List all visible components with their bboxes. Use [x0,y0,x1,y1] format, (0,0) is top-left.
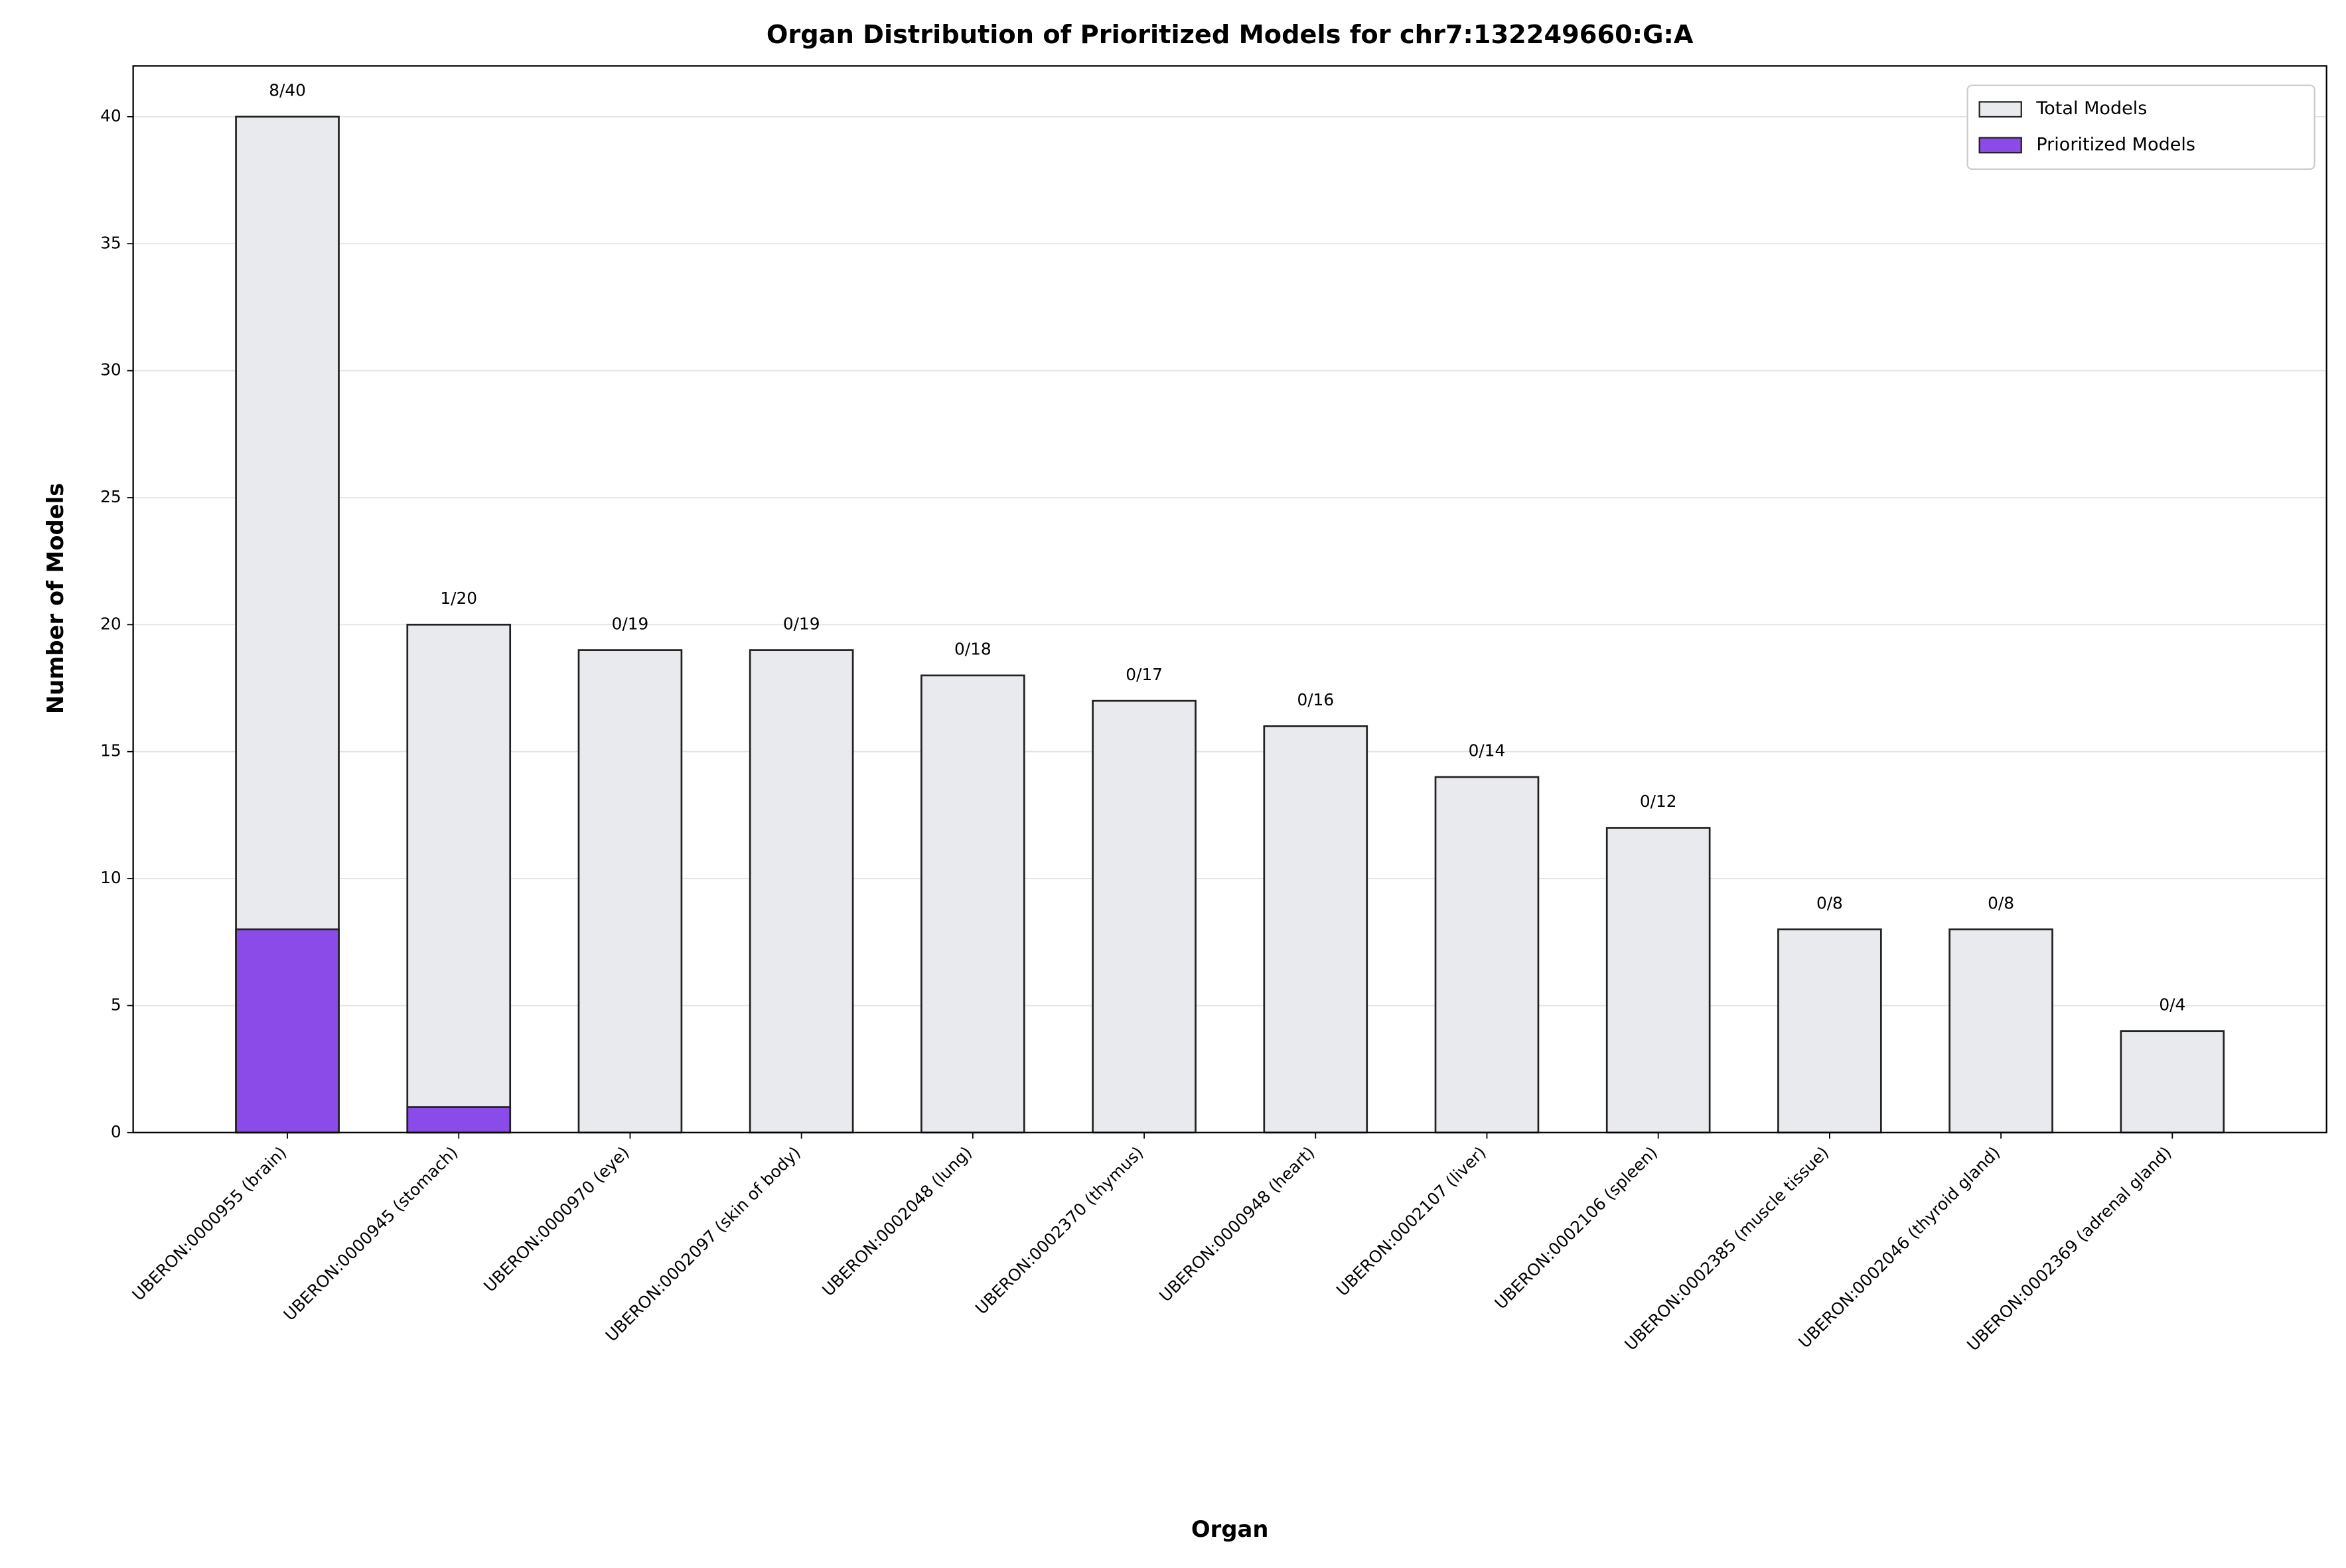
bar [577,649,683,1134]
y-tick-label: 0 [111,1122,121,1141]
y-tick-label: 15 [100,741,121,760]
x-tick-label: UBERON:0002097 (skin of body) [602,1143,804,1345]
x-tick-label: UBERON:0000948 (heart) [1155,1143,1318,1305]
bar [1777,928,1882,1134]
bar [1092,699,1197,1134]
x-tick-label: UBERON:0002107 (liver) [1333,1143,1490,1300]
bar [2120,1030,2225,1134]
y-tick-label: 30 [100,360,121,380]
bar-annotation: 8/40 [269,81,306,100]
bar [1605,827,1711,1134]
bar [920,674,1025,1134]
x-axis-label: Organ [1191,1516,1268,1542]
y-tick-label: 10 [100,868,121,887]
legend-label: Total Models [2035,98,2147,119]
y-tick-label: 20 [100,614,121,633]
x-tick-label: UBERON:0002046 (thyroid gland) [1795,1143,2004,1352]
x-tick-label: UBERON:0002048 (lung) [818,1143,976,1300]
bar [406,1106,512,1134]
bar-annotation: 0/18 [954,640,991,659]
y-axis-label: Number of Models [42,483,68,714]
legend-label: Prioritized Models [2036,134,2195,155]
legend-swatch [1978,101,2022,118]
x-tick-label: UBERON:0002106 (spleen) [1491,1143,1660,1313]
bar [749,649,854,1134]
bar [235,928,340,1134]
x-tick-label: UBERON:0002385 (muscle tissue) [1621,1143,1832,1354]
bar-annotation: 0/14 [1469,741,1506,760]
bar [1263,725,1368,1134]
y-tick-label: 35 [100,233,121,252]
bar-annotation: 0/12 [1640,792,1677,811]
x-tick-label: UBERON:0000955 (brain) [129,1143,291,1305]
x-tick-label: UBERON:0002370 (thymus) [972,1143,1147,1318]
legend-box [1966,84,2315,171]
legend-swatch [1978,137,2022,154]
bar-annotation: 0/17 [1126,665,1163,684]
bar [1434,776,1540,1134]
bar [406,623,512,1134]
x-tick-label: UBERON:0002369 (adrenal gland) [1963,1143,2175,1354]
y-tick-label: 5 [111,995,121,1014]
x-tick-label: UBERON:0000970 (eye) [480,1143,633,1296]
bar-annotation: 0/16 [1297,690,1334,709]
x-tick-label: UBERON:0000945 (stomach) [280,1143,462,1324]
axes-frame [132,65,2327,1133]
bar-annotation: 0/19 [783,614,820,633]
bar-annotation: 0/8 [1988,893,2014,912]
bar-annotation: 0/8 [1816,893,1843,912]
bar-annotation: 0/19 [612,614,649,633]
chart-title: Organ Distribution of Prioritized Models… [767,20,1694,50]
bar-annotation: 0/4 [2159,995,2185,1014]
y-tick-label: 40 [100,106,121,125]
bar [1948,928,2053,1134]
bar-annotation: 1/20 [440,589,477,608]
y-tick-label: 25 [100,487,121,506]
